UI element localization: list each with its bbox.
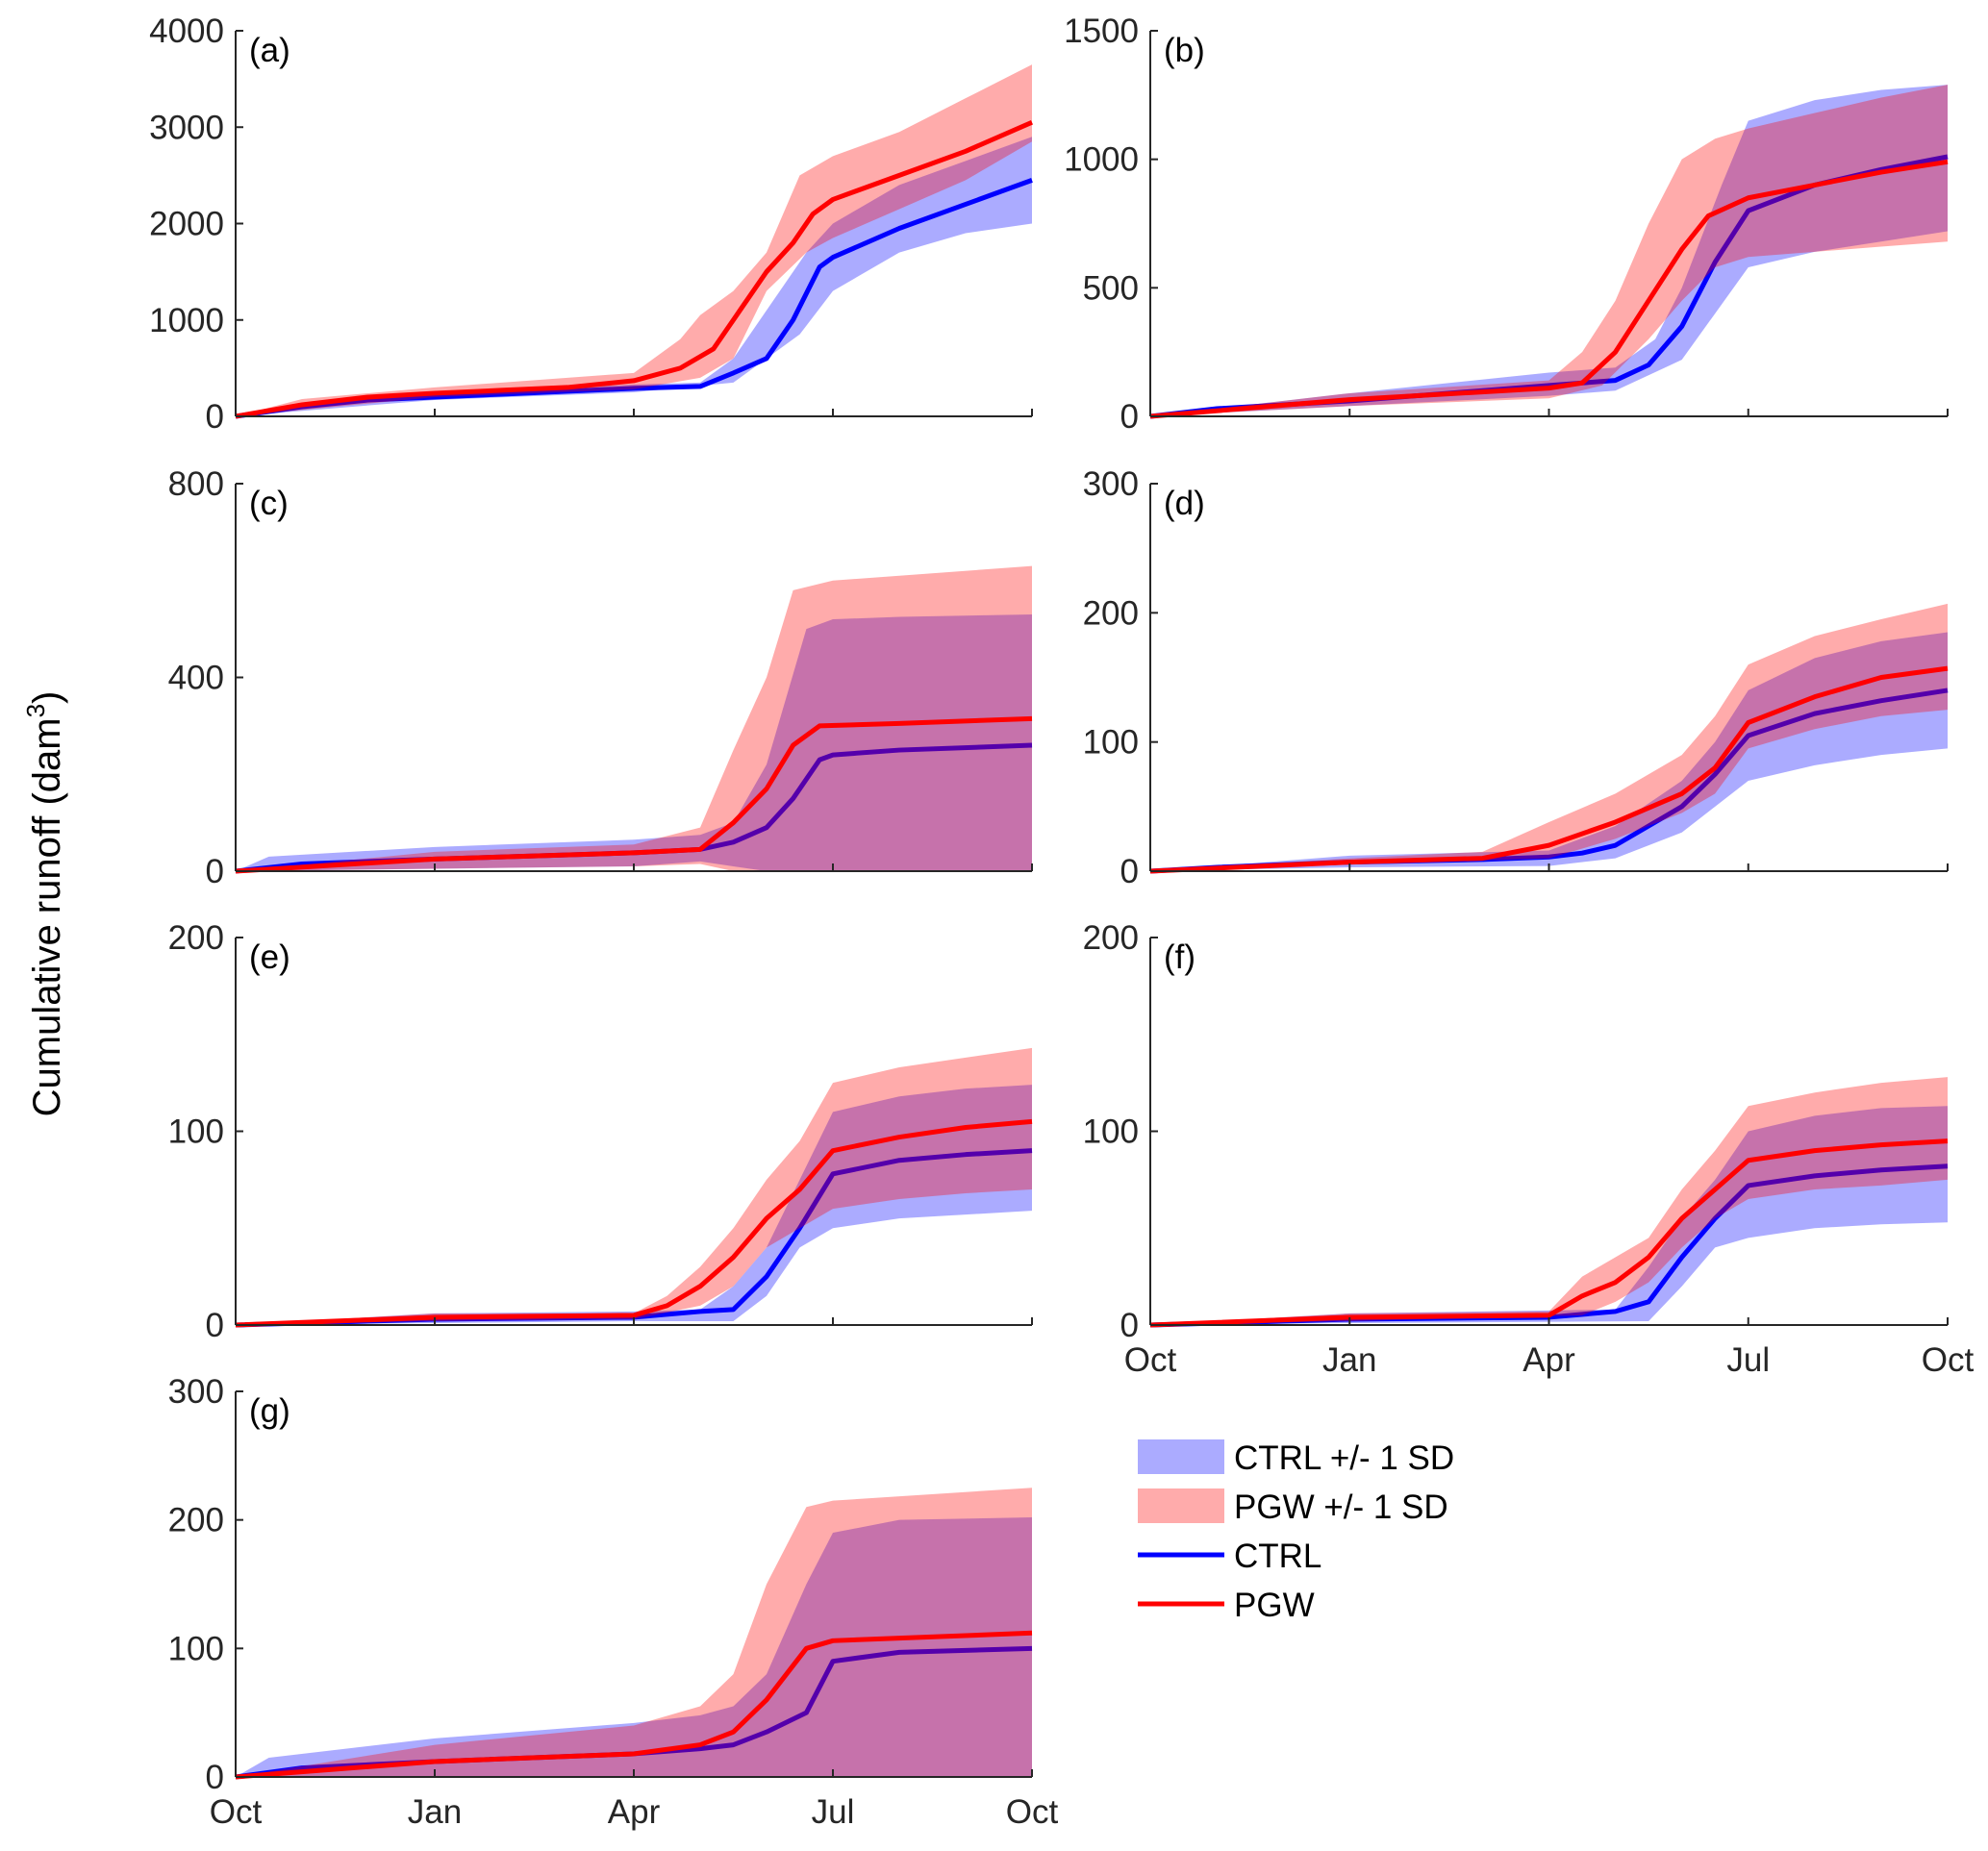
x-tick-label: Oct (1006, 1793, 1059, 1831)
y-tick-label: 4000 (149, 13, 224, 50)
panel-label: (g) (249, 1392, 290, 1430)
ctrl-sd-band (1150, 632, 1948, 871)
panel-label: (a) (249, 32, 290, 69)
y-tick-label: 2000 (149, 206, 224, 243)
ctrl-line (235, 178, 1033, 419)
y-axis-label-sup: 3 (21, 704, 50, 717)
y-tick-label: 0 (206, 1759, 224, 1796)
panel-f: 0 100 200 Oct Jan Apr Jul Oct (f) (1083, 919, 1975, 1379)
y-tick-label: 0 (1120, 853, 1139, 890)
y-axis-label-close: ) (26, 691, 68, 704)
pgw-line (235, 1118, 1033, 1328)
panel-label: (d) (1164, 485, 1205, 522)
x-tick-label: Apr (608, 1793, 661, 1831)
y-tick-label: 0 (206, 398, 224, 436)
legend: CTRL +/- 1 SD PGW +/- 1 SD CTRL PGW (1138, 1439, 1454, 1624)
y-tick-label: 300 (168, 1373, 224, 1411)
x-tick-label: Jul (1726, 1341, 1770, 1379)
panel-e: 0 100 200 (e) (168, 919, 1033, 1344)
legend-entry: PGW +/- 1 SD (1234, 1488, 1448, 1526)
x-tick-label: Jan (1322, 1341, 1376, 1379)
y-tick-label: 1000 (1064, 141, 1139, 179)
panel-d: 0 100 200 300 (d) (1083, 465, 1949, 890)
pgw-line (235, 1630, 1033, 1780)
y-tick-label: 1500 (1064, 13, 1139, 50)
y-tick-label: 0 (1120, 1307, 1139, 1344)
legend-entry: PGW (1234, 1587, 1315, 1624)
y-axis-label-main: Cumulative runoff (dam (26, 717, 68, 1116)
panel-c: 0 400 800 (c) (168, 465, 1033, 890)
pgw-sd-band (236, 565, 1032, 871)
x-tick-label: Apr (1522, 1341, 1575, 1379)
ctrl-sd-band (1150, 85, 1948, 416)
pgw-line (1149, 665, 1949, 874)
pgw-line (1149, 159, 1949, 419)
x-tick-label: Oct (210, 1793, 263, 1831)
y-tick-label: 200 (1083, 919, 1139, 957)
y-tick-label: 1000 (149, 302, 224, 339)
y-tick-label: 800 (168, 465, 224, 503)
y-tick-label: 300 (1083, 465, 1139, 503)
ctrl-band-swatch (1138, 1439, 1224, 1474)
panel-b: 0 500 1000 1500 (b) (1064, 13, 1949, 436)
y-tick-label: 100 (1083, 724, 1139, 762)
pgw-line (235, 119, 1033, 419)
y-tick-label: 200 (168, 919, 224, 957)
pgw-sd-band (236, 1047, 1032, 1325)
pgw-line (235, 715, 1033, 874)
panel-label: (b) (1164, 32, 1205, 69)
ctrl-sd-band (236, 614, 1032, 871)
x-tick-label: Oct (1124, 1341, 1177, 1379)
y-tick-label: 100 (1083, 1113, 1139, 1151)
pgw-sd-band (1150, 85, 1948, 416)
panel-g: 0 100 200 300 Oct Jan Apr Jul Oct (g) (168, 1373, 1059, 1831)
y-tick-label: 0 (206, 1307, 224, 1344)
panel-a: 0 1000 2000 3000 4000 (a) (149, 13, 1033, 436)
x-tick-label: Jan (408, 1793, 462, 1831)
y-axis-label: Cumulative runoff (dam3) (21, 691, 68, 1117)
panel-label: (c) (249, 485, 289, 522)
pgw-band-swatch (1138, 1488, 1224, 1523)
panel-label: (e) (249, 938, 290, 976)
legend-entry: CTRL +/- 1 SD (1234, 1439, 1454, 1477)
ctrl-sd-band (236, 1085, 1032, 1325)
x-tick-label: Jul (812, 1793, 855, 1831)
pgw-sd-band (1150, 603, 1948, 871)
pgw-sd-band (1150, 1077, 1948, 1325)
legend-entry: CTRL (1234, 1538, 1321, 1575)
panel-label: (f) (1164, 938, 1195, 976)
y-tick-label: 400 (168, 660, 224, 697)
pgw-line (1149, 1138, 1949, 1328)
x-tick-label: Oct (1922, 1341, 1975, 1379)
y-tick-label: 0 (1120, 398, 1139, 436)
y-tick-label: 200 (168, 1502, 224, 1539)
y-tick-label: 3000 (149, 109, 224, 146)
pgw-sd-band (236, 1488, 1032, 1777)
y-tick-label: 500 (1083, 269, 1139, 307)
y-tick-label: 100 (168, 1113, 224, 1151)
y-tick-label: 100 (168, 1630, 224, 1667)
y-tick-label: 0 (206, 853, 224, 890)
y-tick-label: 200 (1083, 594, 1139, 632)
ctrl-sd-band (236, 1516, 1032, 1777)
